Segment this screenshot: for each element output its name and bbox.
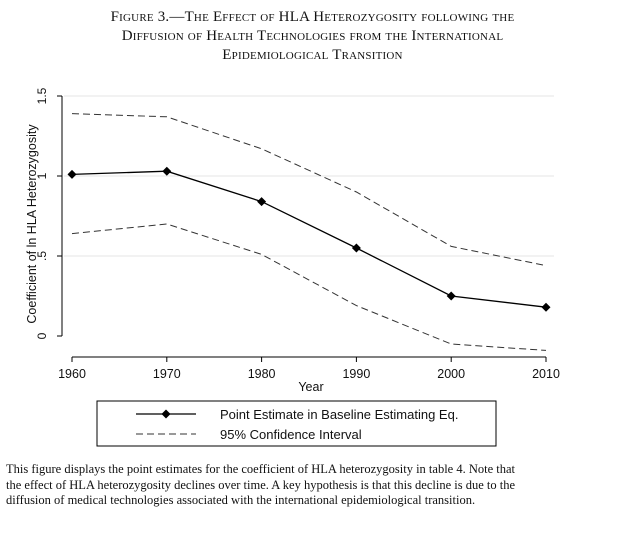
point-estimate-marker [162, 166, 172, 176]
point-estimate-marker [541, 302, 551, 312]
point-estimate-marker [67, 169, 77, 179]
series-lines [67, 113, 551, 351]
confidence-interval-line [71, 113, 547, 267]
y-tick-label: .5 [35, 251, 49, 261]
y-tick-label: 1.5 [35, 87, 49, 104]
figure-title-line-1: Figure 3.—The Effect of HLA Heterozygosi… [110, 9, 515, 25]
point-estimate-marker [446, 291, 456, 301]
point-estimate-marker [351, 243, 361, 253]
caption-line-2: the effect of HLA heterozygosity decline… [6, 477, 516, 492]
y-tick-label: 0 [35, 332, 49, 339]
figure-title-line-3: Epidemiological Transition [222, 47, 403, 63]
caption-line-3: diffusion of medical technologies associ… [6, 493, 476, 507]
y-tick-label: 1 [35, 172, 49, 179]
x-tick-label: 2010 [532, 367, 560, 381]
axes: 0 .5 1 1.5 Coefficient of ln HLA Heterozygos… [25, 87, 560, 394]
legend-label: 95% Confidence Interval [220, 427, 362, 442]
legend-box [96, 400, 497, 447]
x-tick-label: 1960 [58, 367, 86, 381]
x-tick-label: 1990 [342, 367, 370, 381]
x-tick-label: 1980 [248, 367, 276, 381]
line-chart: 0 .5 1 1.5 Coefficient of ln HLA Heterozygos… [25, 87, 560, 447]
figure-caption: This figure displays the point estimates… [6, 462, 618, 509]
gridlines [64, 95, 554, 257]
figure-title-line-2: Diffusion of Health Technologies from th… [121, 28, 504, 44]
legend: Point Estimate in Baseline Estimating Eq… [96, 400, 497, 447]
point-estimate-marker [257, 197, 267, 207]
confidence-interval-line [71, 223, 547, 351]
x-axis-title: Year [298, 380, 323, 394]
legend-label: Point Estimate in Baseline Estimating Eq… [220, 407, 458, 422]
x-tick-label: 2000 [437, 367, 465, 381]
figure-title: Figure 3.—The Effect of HLA Heterozygosi… [0, 8, 625, 65]
legend-diamond-swatch [161, 409, 171, 419]
point-estimate-line [71, 170, 547, 308]
x-tick-label: 1970 [153, 367, 181, 381]
caption-line-1: This figure displays the point estimates… [6, 462, 516, 476]
y-axis-title: Coefficient of ln HLA Heterozygosity [25, 124, 39, 324]
